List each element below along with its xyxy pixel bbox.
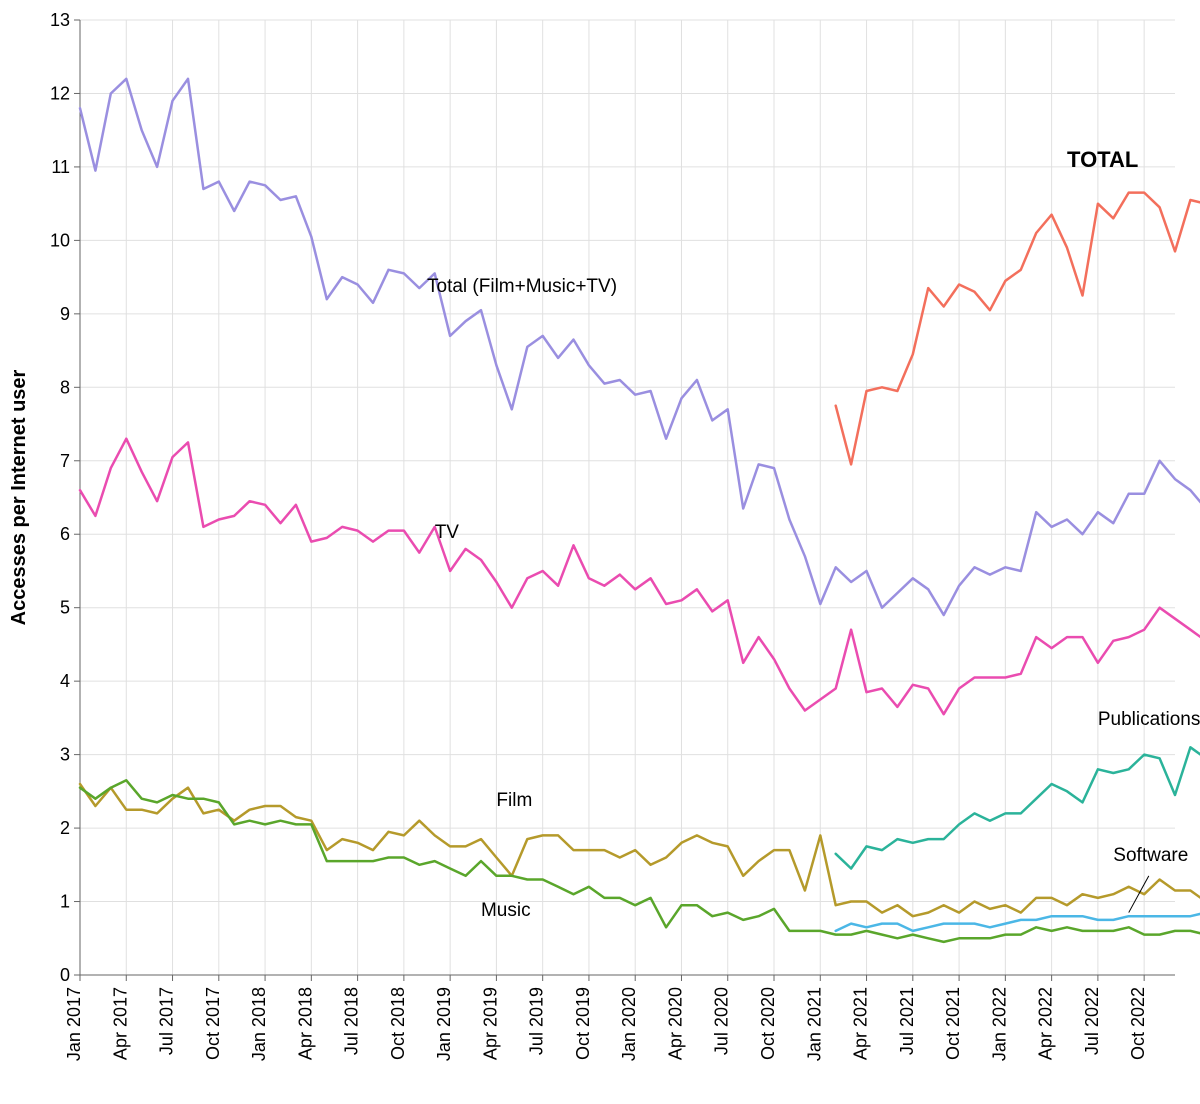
x-tick-label: Apr 2019: [480, 987, 500, 1060]
y-tick-label: 4: [60, 671, 70, 691]
y-tick-label: 1: [60, 892, 70, 912]
x-tick-label: Jul 2018: [342, 987, 362, 1055]
x-tick-label: Jul 2021: [897, 987, 917, 1055]
x-tick-label: Jul 2022: [1082, 987, 1102, 1055]
y-tick-label: 0: [60, 965, 70, 985]
y-tick-label: 12: [50, 83, 70, 103]
x-tick-label: Jul 2020: [712, 987, 732, 1055]
x-tick-label: Jul 2019: [527, 987, 547, 1055]
series-label-tv: TV: [435, 522, 460, 543]
y-tick-label: 13: [50, 10, 70, 30]
x-tick-label: Apr 2020: [665, 987, 685, 1060]
line-chart: 012345678910111213Accesses per Internet …: [0, 0, 1200, 1104]
y-tick-label: 11: [51, 157, 70, 177]
series-label-total: TOTAL: [1067, 147, 1138, 172]
x-tick-label: Jul 2017: [157, 987, 177, 1055]
x-tick-label: Jan 2022: [989, 987, 1009, 1061]
series-label-publications: Publications: [1098, 709, 1200, 730]
chart-bg: [0, 0, 1200, 1104]
y-tick-label: 5: [60, 598, 70, 618]
x-tick-label: Jan 2017: [64, 987, 84, 1061]
x-tick-label: Apr 2018: [295, 987, 315, 1060]
x-tick-label: Apr 2022: [1036, 987, 1056, 1060]
y-tick-label: 3: [60, 745, 70, 765]
series-label-music: Music: [481, 900, 531, 921]
x-tick-label: Jan 2020: [619, 987, 639, 1061]
y-tick-label: 2: [60, 818, 70, 838]
x-tick-label: Oct 2019: [573, 987, 593, 1060]
x-tick-label: Jan 2019: [434, 987, 454, 1061]
y-axis-title: Accesses per Internet user: [8, 369, 30, 625]
y-tick-label: 7: [60, 451, 70, 471]
x-tick-label: Oct 2020: [758, 987, 778, 1060]
x-tick-label: Oct 2022: [1128, 987, 1148, 1060]
x-tick-label: Oct 2018: [388, 987, 408, 1060]
x-tick-label: Oct 2021: [943, 987, 963, 1060]
y-tick-label: 10: [50, 230, 70, 250]
y-tick-label: 6: [60, 524, 70, 544]
series-label-film: Film: [496, 790, 532, 811]
x-tick-label: Oct 2017: [203, 987, 223, 1060]
series-label-software: Software: [1113, 845, 1188, 866]
x-tick-label: Jan 2021: [804, 987, 824, 1061]
x-tick-label: Jan 2018: [249, 987, 269, 1061]
x-tick-label: Apr 2017: [110, 987, 130, 1060]
chart-container: 012345678910111213Accesses per Internet …: [0, 0, 1200, 1104]
x-tick-label: Apr 2021: [851, 987, 871, 1060]
y-tick-label: 8: [60, 377, 70, 397]
series-label-total-fmt: Total (Film+Music+TV): [427, 276, 617, 297]
y-tick-label: 9: [60, 304, 70, 324]
